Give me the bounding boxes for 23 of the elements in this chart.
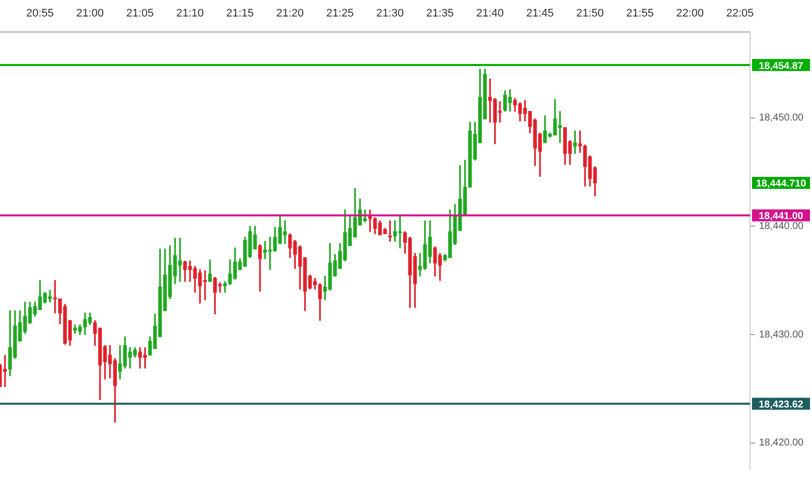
y-tick-label: 18,420.00	[759, 438, 804, 449]
y-tick-label: 18,450.00	[759, 112, 804, 124]
text: 18,444.710	[756, 178, 806, 190]
x-tick-label: 21:25	[326, 8, 354, 20]
x-tick-label: 21:20	[276, 8, 304, 20]
x-tick-label: 20:55	[26, 8, 54, 20]
x-tick-label: 22:05	[726, 8, 754, 20]
x-tick-label: 21:40	[476, 8, 504, 20]
y-tick-label: 18,440.00	[759, 220, 804, 232]
x-tick-label: 22:00	[676, 8, 704, 20]
ref-line-label: 18,423.62	[758, 400, 804, 410]
x-tick-label: 21:15	[226, 8, 254, 20]
x-tick-label: 21:50	[576, 8, 604, 20]
ref-line-label: 18,441.00	[758, 211, 804, 222]
x-tick-label: 21:10	[176, 8, 204, 20]
x-tick-label: 21:30	[376, 8, 404, 20]
ref-line-label: 18,454.87	[758, 60, 804, 72]
x-tick-label: 21:00	[76, 8, 104, 20]
x-tick-label: 21:05	[126, 8, 154, 20]
x-tick-label: 21:55	[626, 8, 654, 20]
x-tick-label: 21:35	[426, 8, 454, 20]
y-tick-label: 18,430.00	[759, 329, 804, 340]
x-tick-label: 21:45	[526, 8, 554, 20]
